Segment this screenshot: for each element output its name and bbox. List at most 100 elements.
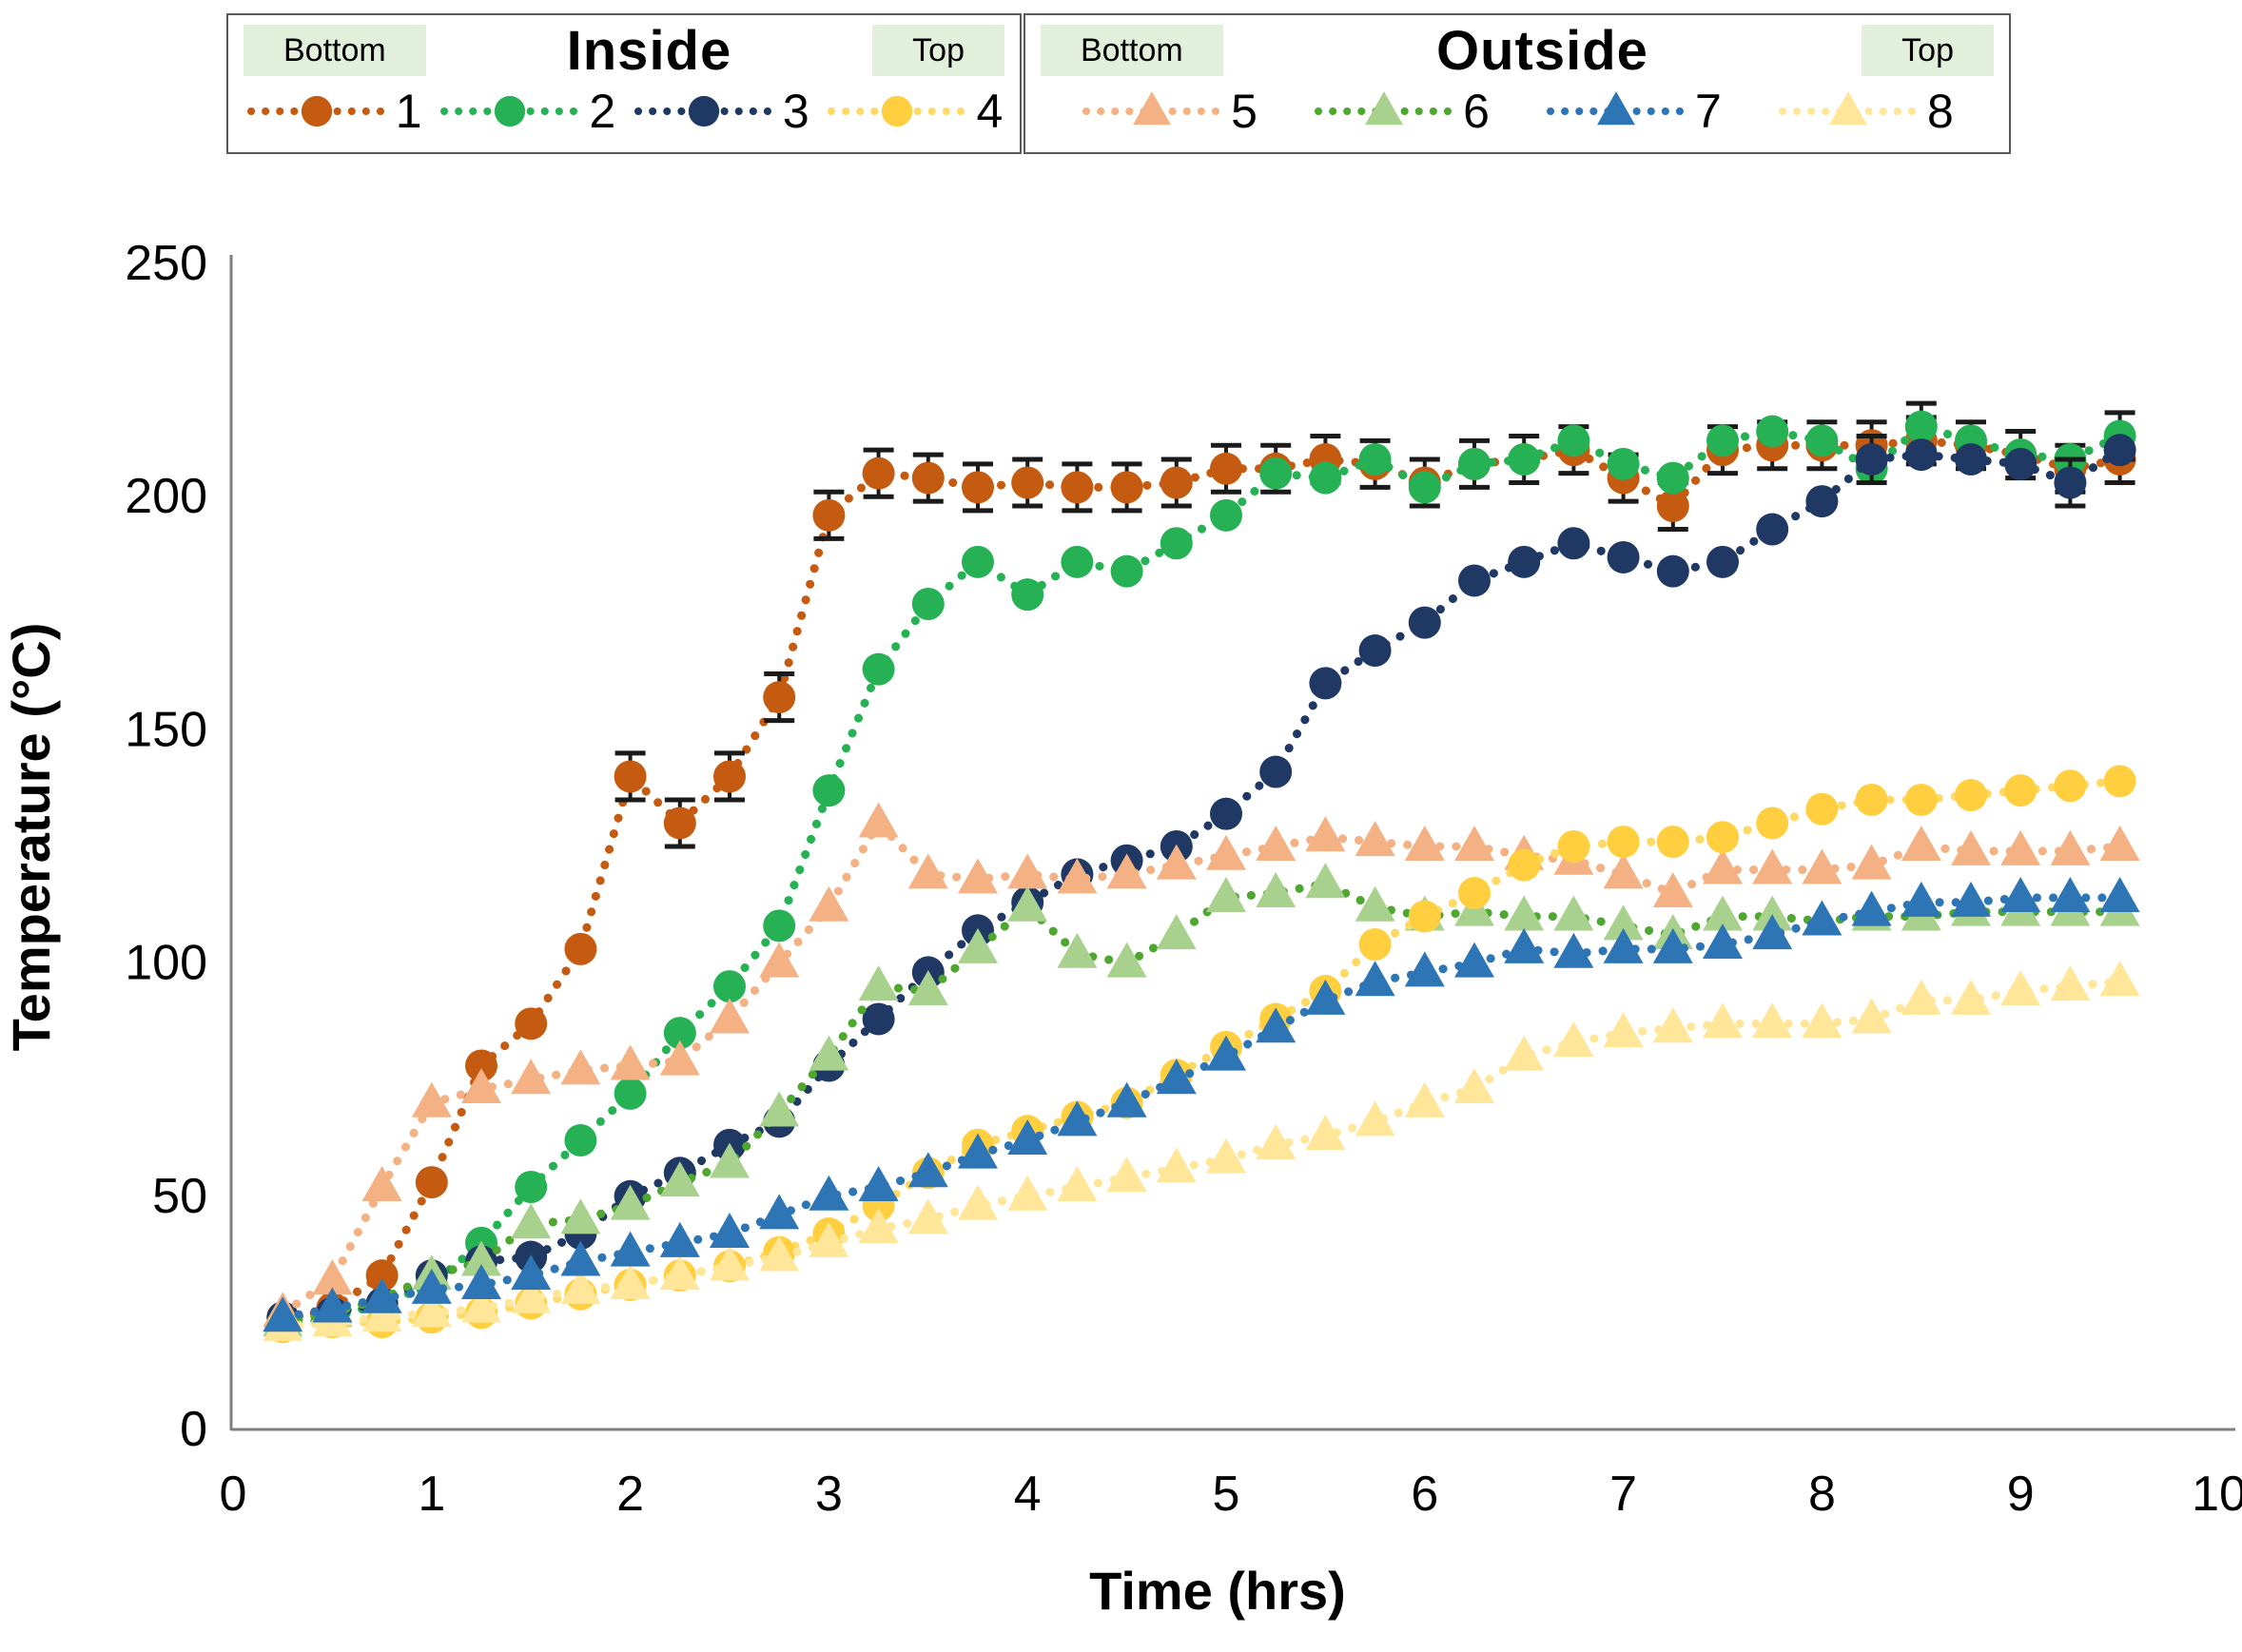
series-3-marker bbox=[1259, 755, 1293, 788]
series-2-marker bbox=[1408, 471, 1441, 504]
series-2-marker bbox=[1110, 554, 1143, 588]
series-2-marker bbox=[1458, 447, 1491, 480]
series-6-marker bbox=[710, 1142, 750, 1178]
series-5 bbox=[263, 802, 2140, 1328]
series-2-marker bbox=[1309, 461, 1342, 495]
x-axis-title: Time (hrs) bbox=[1089, 1561, 1346, 1621]
series-3-marker bbox=[1756, 513, 1789, 546]
series-7-marker bbox=[1851, 890, 1892, 926]
series-5-marker bbox=[312, 1259, 353, 1295]
series-5-marker bbox=[2000, 829, 2041, 865]
series-6-marker bbox=[858, 965, 899, 1001]
series-1-marker bbox=[1656, 490, 1689, 523]
legend-marker-8-icon bbox=[1779, 91, 1918, 126]
legend-item-6: 6 bbox=[1313, 84, 1490, 139]
series-2-marker bbox=[1508, 442, 1541, 476]
series-3-marker bbox=[1904, 438, 1938, 472]
series-7-marker bbox=[907, 1152, 948, 1188]
legend-bottom-label-outside: Bottom bbox=[1041, 25, 1223, 76]
series-8-marker bbox=[1504, 1035, 1545, 1071]
series-3-marker bbox=[1309, 667, 1342, 700]
series-8-marker bbox=[1305, 1115, 1346, 1151]
series-8-marker bbox=[1007, 1175, 1048, 1211]
series-8-marker bbox=[759, 1235, 800, 1272]
series-6-marker bbox=[809, 1035, 849, 1071]
series-5-marker bbox=[659, 1040, 700, 1076]
series-3-marker bbox=[1557, 527, 1590, 560]
series-5-marker bbox=[1951, 829, 1991, 865]
y-tick-label: 150 bbox=[125, 702, 207, 757]
series-7-marker bbox=[560, 1240, 601, 1276]
series-2-marker bbox=[862, 652, 895, 686]
legend-item-1: 1 bbox=[245, 84, 422, 139]
legend-item-label-7: 7 bbox=[1695, 85, 1722, 138]
series-5-marker bbox=[560, 1049, 601, 1085]
series-2-marker bbox=[663, 1017, 696, 1050]
series-3-marker bbox=[1805, 485, 1839, 518]
series-8-marker bbox=[2000, 970, 2041, 1006]
series-5-marker bbox=[858, 802, 899, 838]
series-8-marker bbox=[361, 1296, 402, 1332]
series-5-marker bbox=[1802, 848, 1842, 884]
series-1-marker bbox=[812, 498, 846, 532]
series-5-marker bbox=[1901, 826, 1941, 861]
series-2-marker bbox=[1011, 578, 1044, 612]
series-2-marker bbox=[763, 909, 796, 943]
axes-layer bbox=[229, 255, 2235, 1431]
series-5-marker bbox=[1206, 834, 1246, 870]
series-6-marker bbox=[1553, 895, 1594, 931]
series-6-line bbox=[278, 879, 2125, 1327]
y-axis-title: Temperature (°C) bbox=[1, 623, 61, 1052]
series-8-marker bbox=[1851, 998, 1892, 1034]
series-7-marker bbox=[1504, 927, 1545, 963]
legend-item-label-2: 2 bbox=[589, 85, 616, 138]
x-tick-label: 0 bbox=[220, 1467, 247, 1522]
series-1-marker bbox=[911, 461, 945, 495]
series-8-marker bbox=[659, 1254, 700, 1291]
series-2-marker bbox=[1904, 410, 1938, 443]
legend-item-label-5: 5 bbox=[1231, 85, 1257, 138]
series-2-marker bbox=[1061, 545, 1094, 578]
series-7-marker bbox=[1404, 951, 1445, 987]
series-7-marker bbox=[1256, 1007, 1296, 1043]
y-tick-label: 200 bbox=[125, 469, 207, 524]
series-7-marker bbox=[1553, 932, 1594, 968]
series-8-marker bbox=[1652, 1007, 1693, 1043]
series-2-marker bbox=[962, 545, 994, 578]
series-6-marker bbox=[1355, 885, 1395, 922]
series-1-marker bbox=[515, 1007, 548, 1040]
series-5-marker bbox=[1355, 821, 1395, 857]
legend-item-5: 5 bbox=[1081, 84, 1257, 139]
series-5-marker bbox=[759, 942, 800, 978]
legend-item-7: 7 bbox=[1545, 84, 1722, 139]
series-8-marker bbox=[1454, 1068, 1494, 1104]
series-3-marker bbox=[1855, 442, 1888, 476]
series-7-marker bbox=[263, 1296, 303, 1332]
series-1-marker bbox=[1210, 452, 1242, 485]
legend-item-label-3: 3 bbox=[782, 85, 809, 138]
series-3-line bbox=[278, 445, 2125, 1322]
series-8-marker bbox=[1206, 1137, 1246, 1174]
y-tick-label: 0 bbox=[180, 1402, 207, 1457]
legend-items-inside: 1 2 3 4 bbox=[228, 78, 1020, 145]
series-4-marker bbox=[882, 95, 913, 127]
legend-top-label-outside: Top bbox=[1862, 25, 1994, 76]
series-5-marker bbox=[2050, 829, 2091, 865]
legend-marker-7-icon bbox=[1547, 91, 1686, 126]
series-8-marker bbox=[1256, 1123, 1296, 1159]
series-3-marker bbox=[1955, 442, 1987, 476]
series-4-marker bbox=[1904, 783, 1938, 816]
series-6-marker bbox=[461, 1240, 501, 1276]
series-2-marker bbox=[1557, 424, 1590, 457]
series-8-marker bbox=[1355, 1100, 1395, 1137]
series-4-marker bbox=[2054, 769, 2087, 803]
series-4-marker bbox=[1358, 927, 1392, 961]
series-8-marker bbox=[858, 1208, 899, 1244]
series-2-marker bbox=[614, 1077, 647, 1110]
series-7-marker bbox=[958, 1133, 998, 1169]
series-5-marker bbox=[1851, 844, 1892, 880]
series-2-marker bbox=[1656, 461, 1689, 495]
series-2-marker bbox=[1358, 442, 1392, 476]
